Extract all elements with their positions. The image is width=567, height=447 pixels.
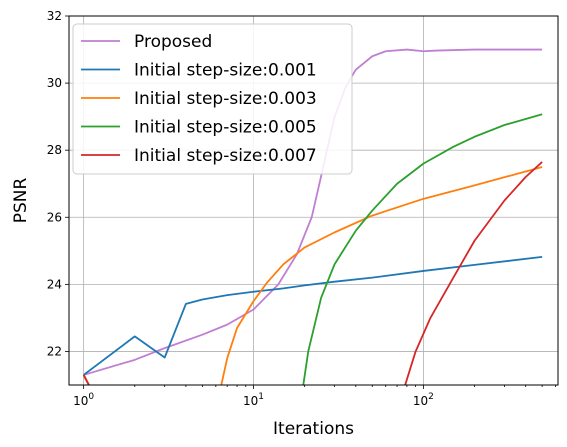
x-axis-label: Iterations [273, 419, 354, 439]
legend-label: Proposed [134, 32, 212, 52]
y-tick-label: 32 [47, 9, 62, 23]
legend-label: Initial step-size:0.005 [134, 118, 317, 138]
x-tick-label: 100 [73, 392, 94, 408]
y-tick-label: 28 [47, 143, 62, 157]
y-tick-label: 24 [47, 277, 62, 291]
x-tick-label: 101 [243, 392, 264, 408]
legend-label: Initial step-size:0.003 [134, 89, 317, 109]
x-tick-label: 102 [413, 392, 434, 408]
y-tick-label: 30 [47, 76, 62, 90]
legend-label: Initial step-size:0.001 [134, 61, 317, 81]
y-tick-label: 22 [47, 344, 62, 358]
axis-ticks: 100 101 102 22 24 26 28 30 32 [47, 9, 556, 408]
legend-box [72, 23, 353, 175]
series-line-2 [82, 166, 543, 385]
legend: Proposed Initial step-size:0.001 Initial s… [72, 23, 353, 175]
series-lines [82, 48, 543, 385]
y-axis-label: PSNR [11, 178, 31, 224]
legend-label: Initial step-size:0.007 [134, 146, 317, 166]
series-line-3 [82, 113, 543, 385]
series-line-4 [82, 161, 543, 385]
plot-frame [68, 15, 559, 386]
series-line-1 [83, 255, 543, 376]
y-tick-label: 26 [47, 210, 62, 224]
